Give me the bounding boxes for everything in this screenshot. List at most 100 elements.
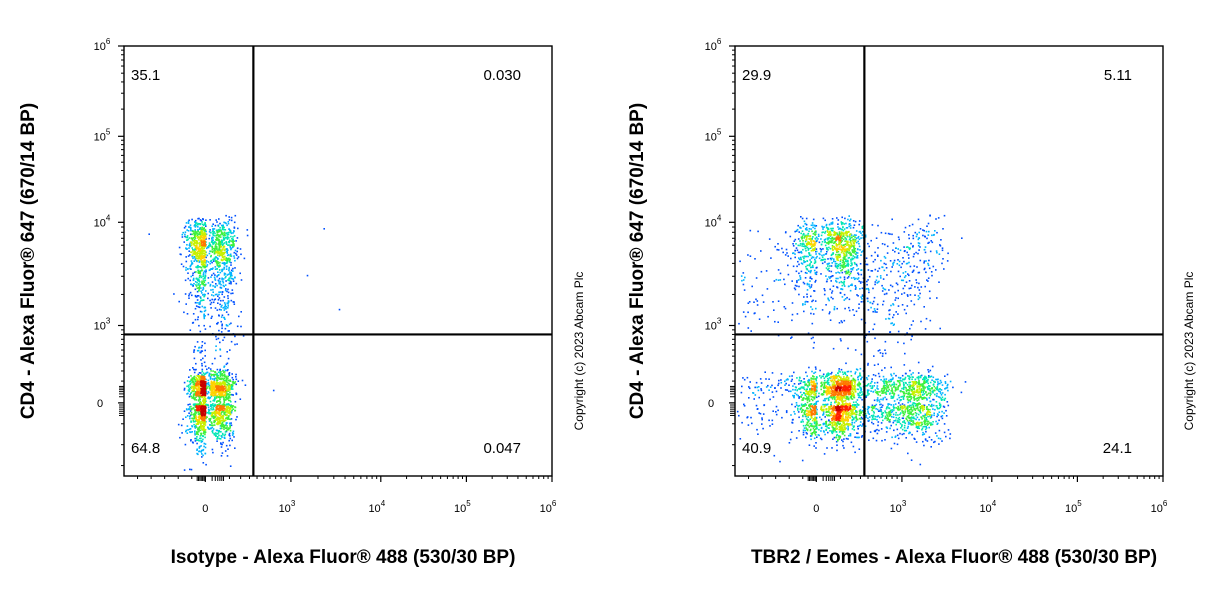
event-dot	[189, 383, 191, 386]
event-dot	[743, 289, 746, 291]
event-dot	[892, 404, 895, 406]
event-dot	[206, 382, 208, 385]
event-dot	[215, 406, 217, 409]
event-dot	[877, 255, 879, 257]
event-dot	[808, 285, 811, 287]
event-dot	[884, 288, 887, 291]
event-dot	[201, 280, 203, 282]
event-dot	[230, 340, 233, 343]
event-dot	[192, 396, 195, 399]
event-dot	[202, 403, 204, 406]
event-dot	[187, 230, 190, 232]
event-dot	[897, 259, 899, 261]
event-dot	[229, 397, 231, 399]
event-dot	[949, 380, 952, 383]
event-dot	[229, 273, 231, 275]
event-dot	[222, 375, 224, 377]
event-dot	[806, 229, 808, 231]
event-dot	[939, 406, 942, 409]
event-dot	[867, 383, 870, 385]
event-dot	[216, 381, 218, 384]
event-dot	[918, 418, 920, 421]
event-dot	[217, 234, 219, 236]
event-dot	[924, 235, 926, 238]
event-dot	[888, 379, 890, 382]
event-dot	[880, 231, 883, 234]
event-dot	[832, 285, 835, 287]
event-dot	[843, 228, 846, 230]
event-dot	[195, 224, 197, 227]
event-dot	[228, 415, 230, 417]
event-dot	[928, 415, 931, 417]
event-dot	[221, 244, 224, 247]
event-dot	[207, 261, 210, 263]
event-dot	[857, 295, 859, 297]
event-dot	[223, 296, 226, 298]
event-dot	[841, 321, 843, 324]
event-dot	[221, 233, 224, 235]
event-dot	[210, 393, 212, 396]
event-dot	[197, 439, 200, 441]
event-dot	[815, 250, 818, 253]
event-dot	[223, 407, 226, 410]
event-dot	[909, 381, 911, 384]
event-dot	[759, 378, 762, 380]
event-dot	[816, 408, 818, 411]
event-dot	[203, 270, 206, 272]
event-dot	[214, 416, 217, 418]
event-dot	[224, 237, 226, 240]
event-dot	[199, 372, 202, 374]
event-dot	[198, 376, 201, 378]
event-dot	[841, 296, 844, 298]
event-dot	[881, 243, 884, 245]
event-dot	[228, 412, 230, 414]
event-dot	[810, 266, 812, 269]
event-dot	[871, 224, 874, 226]
event-dot	[817, 233, 820, 236]
event-dot	[924, 413, 927, 416]
event-dot	[197, 271, 200, 274]
event-dot	[194, 231, 197, 234]
event-dot	[216, 394, 218, 397]
event-dot	[832, 252, 835, 255]
event-dot	[938, 411, 941, 413]
event-dot	[185, 260, 188, 263]
event-dot	[220, 320, 222, 323]
event-dot	[210, 289, 212, 291]
event-dot	[204, 235, 207, 237]
event-dot	[814, 227, 816, 230]
event-dot	[193, 415, 196, 418]
event-dot	[198, 416, 201, 419]
event-dot	[800, 252, 803, 254]
event-dot	[224, 289, 227, 292]
event-dot	[218, 291, 220, 293]
event-dot	[211, 362, 214, 365]
event-dot	[903, 250, 906, 253]
event-dot	[197, 431, 200, 433]
event-dot	[769, 386, 772, 388]
event-dot	[808, 378, 810, 381]
event-dot	[200, 385, 203, 388]
event-dot	[797, 405, 799, 407]
event-dot	[214, 247, 216, 249]
event-dot	[211, 274, 213, 276]
event-dot	[228, 374, 231, 377]
event-dot	[209, 283, 212, 286]
event-dot	[233, 436, 235, 438]
event-dot	[756, 408, 759, 410]
event-dot	[880, 398, 882, 401]
event-dot	[225, 214, 227, 217]
event-dot	[858, 436, 860, 439]
event-dot	[809, 277, 811, 279]
event-dot	[200, 351, 202, 354]
event-dot	[204, 424, 207, 426]
event-dot	[193, 283, 195, 285]
event-dot	[203, 281, 206, 284]
event-dot	[183, 389, 186, 391]
event-dot	[199, 401, 202, 403]
event-dot	[229, 393, 232, 396]
event-dot	[198, 279, 200, 282]
event-dot	[896, 398, 899, 401]
event-dot	[228, 406, 231, 409]
event-dot	[868, 289, 870, 291]
